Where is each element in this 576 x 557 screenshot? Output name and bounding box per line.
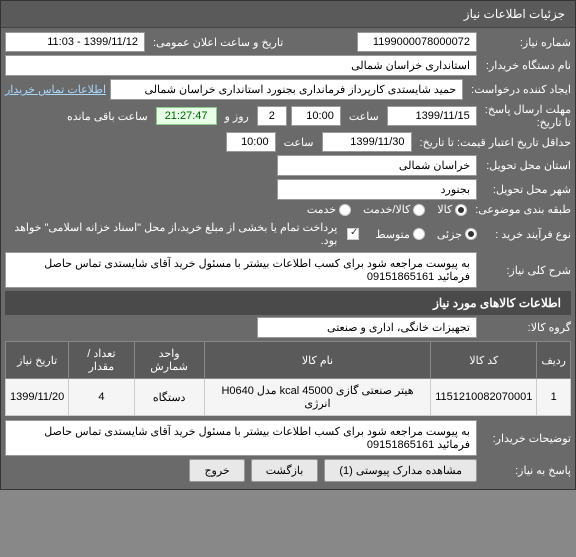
table-header-row: ردیف کد کالا نام کالا واحد شمارش تعداد /… — [6, 342, 571, 379]
time-label-2: ساعت — [280, 136, 318, 149]
group-label: گروه کالا: — [481, 321, 571, 334]
radio-icon — [455, 204, 467, 216]
window-title: جزئیات اطلاعات نیاز — [1, 1, 575, 28]
proc-med-option[interactable]: متوسط — [375, 228, 425, 241]
payment-note-check[interactable] — [347, 228, 359, 240]
cell-qty: 4 — [69, 379, 134, 416]
contact-link[interactable]: اطلاعات تماس خریدار — [5, 83, 106, 96]
desc-text: به پیوست مراجعه شود برای کسب اطلاعات بیش… — [5, 252, 477, 288]
col-qty: تعداد / مقدار — [69, 342, 134, 379]
delivery-prov-label: استان محل تحویل: — [481, 159, 571, 172]
buyer-org-field: استانداری خراسان شمالی — [5, 55, 477, 76]
deadline-label: مهلت ارسال پاسخ:تا تاریخ: — [481, 103, 571, 129]
col-code: کد کالا — [431, 342, 537, 379]
deadline-date: 1399/11/15 — [387, 106, 477, 126]
time-label-1: ساعت — [345, 110, 383, 123]
proc-low-option[interactable]: جزئی — [437, 228, 477, 241]
delivery-city-label: شهر محل تحویل: — [481, 183, 571, 196]
payment-note: پرداخت تمام یا بخشی از مبلغ خرید،از محل … — [5, 219, 343, 249]
cell-date: 1399/11/20 — [6, 379, 69, 416]
radio-icon — [413, 204, 425, 216]
remain-label: ساعت باقی مانده — [63, 110, 152, 123]
col-row: ردیف — [537, 342, 571, 379]
attachments-button[interactable]: مشاهده مدارک پیوستی (1) — [324, 459, 477, 482]
announce-field: 1399/11/12 - 11:03 — [5, 32, 145, 52]
deadline-time: 10:00 — [291, 106, 341, 126]
buyer-note-label: توضیحات خریدار: — [481, 432, 571, 445]
delivery-prov: خراسان شمالی — [277, 155, 477, 176]
days-remain: 2 — [257, 106, 287, 126]
process-label: نوع فرآیند خرید : — [481, 228, 571, 241]
creator-label: ایجاد کننده درخواست: — [467, 83, 571, 96]
cat-serv-option[interactable]: خدمت — [307, 203, 351, 216]
radio-icon — [413, 228, 425, 240]
col-date: تاریخ نیاز — [6, 342, 69, 379]
radio-icon — [339, 204, 351, 216]
category-radios: کالا کالا/خدمت خدمت — [307, 203, 467, 216]
category-label: طبقه بندی موضوعی: — [471, 203, 571, 216]
days-label: روز و — [221, 110, 253, 123]
group-field: تجهیزات خانگی، اداری و صنعتی — [257, 317, 477, 338]
buyer-note: به پیوست مراجعه شود برای کسب اطلاعات بیش… — [5, 420, 477, 456]
request-no-field: 1199000078000072 — [357, 32, 477, 52]
items-header: اطلاعات کالاهای مورد نیاز — [5, 291, 571, 315]
col-unit: واحد شمارش — [134, 342, 204, 379]
col-name: نام کالا — [204, 342, 431, 379]
delivery-city: بجنورد — [277, 179, 477, 200]
cat-service-option[interactable]: کالا/خدمت — [363, 203, 425, 216]
request-no-label: شماره نیاز: — [481, 36, 571, 49]
radio-icon — [465, 228, 477, 240]
buyer-org-label: نام دستگاه خریدار: — [481, 59, 571, 72]
checkbox-icon — [347, 228, 359, 240]
details-window: جزئیات اطلاعات نیاز شماره نیاز: 11990000… — [0, 0, 576, 490]
cat-goods-option[interactable]: کالا — [437, 203, 467, 216]
process-radios: جزئی متوسط — [375, 228, 477, 241]
cell-unit: دستگاه — [134, 379, 204, 416]
button-bar: مشاهده مدارک پیوستی (1) بازگشت خروج — [189, 459, 477, 482]
validity-time: 10:00 — [226, 132, 276, 152]
table-row[interactable]: 1 1151210082070001 هیتر صنعتی گازی kcal … — [6, 379, 571, 416]
cell-name: هیتر صنعتی گازی kcal 45000 مدل H0640 انر… — [204, 379, 431, 416]
creator-field: حمید شایستدی کارپرداز فرمانداری بجنورد ا… — [110, 79, 463, 100]
announce-label: تاریخ و ساعت اعلان عمومی: — [149, 36, 353, 49]
items-table: ردیف کد کالا نام کالا واحد شمارش تعداد /… — [5, 341, 571, 416]
reply-label: پاسخ به نیاز: — [481, 464, 571, 477]
countdown-timer: 21:27:47 — [156, 107, 217, 125]
cell-idx: 1 — [537, 379, 571, 416]
content-area: شماره نیاز: 1199000078000072 تاریخ و ساع… — [1, 28, 575, 489]
desc-label: شرح کلی نیاز: — [481, 264, 571, 277]
validity-label: حداقل تاریخ اعتبار قیمت: تا تاریخ: — [416, 136, 571, 149]
close-button[interactable]: خروج — [189, 459, 244, 482]
cell-code: 1151210082070001 — [431, 379, 537, 416]
validity-date: 1399/11/30 — [322, 132, 412, 152]
back-button[interactable]: بازگشت — [251, 459, 319, 482]
